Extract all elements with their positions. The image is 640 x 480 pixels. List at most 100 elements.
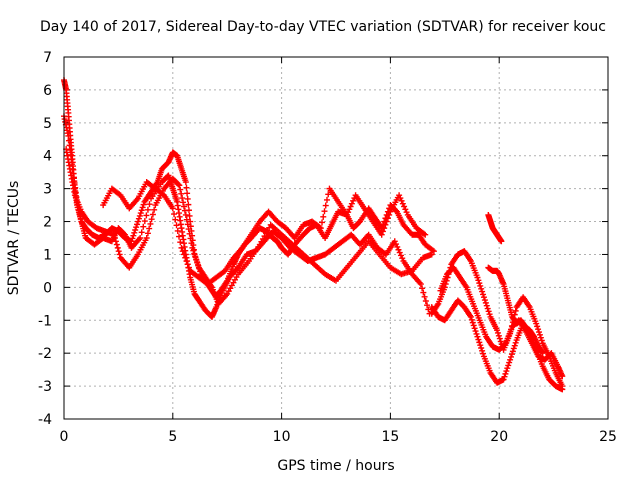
data-point — [539, 350, 546, 357]
data-point — [386, 211, 393, 218]
data-point — [512, 339, 519, 346]
plot-frame — [63, 56, 609, 420]
data-point — [184, 221, 191, 228]
data-point — [498, 238, 505, 245]
data-point — [476, 280, 483, 287]
data-point — [535, 329, 542, 336]
series-trace-f — [428, 297, 566, 393]
y-tick-label: -4 — [38, 412, 52, 428]
data-point — [497, 338, 504, 345]
data-point — [485, 308, 492, 315]
data-point — [510, 345, 517, 352]
x-tick-label: 20 — [490, 429, 508, 445]
data-point — [319, 219, 326, 226]
y-tick-label: 7 — [43, 50, 52, 66]
data-point — [382, 221, 389, 228]
data-point — [183, 216, 190, 223]
data-point — [481, 297, 488, 304]
data-point — [483, 302, 490, 309]
data-point — [187, 235, 194, 242]
data-point — [468, 316, 475, 323]
data-point — [174, 227, 181, 234]
x-tick-label: 10 — [273, 429, 291, 445]
series-trace-c — [63, 146, 435, 307]
data-point — [178, 190, 185, 197]
x-tick-label: 0 — [60, 429, 69, 445]
data-point — [503, 368, 510, 375]
data-point — [509, 348, 516, 355]
data-point — [140, 201, 147, 208]
data-point — [189, 244, 196, 251]
data-point — [394, 243, 401, 250]
data-point — [424, 302, 431, 309]
data-point — [186, 212, 193, 219]
data-point — [132, 227, 139, 234]
y-tick-label: 3 — [43, 182, 52, 198]
data-point — [176, 182, 183, 189]
data-point — [495, 332, 502, 339]
data-point — [425, 306, 432, 313]
data-point — [137, 210, 144, 217]
data-point — [115, 248, 122, 255]
data-point — [504, 365, 511, 372]
data-point — [186, 230, 193, 237]
data-point — [378, 231, 385, 238]
data-point — [396, 192, 403, 199]
data-point — [169, 205, 176, 212]
data-point — [134, 218, 141, 225]
data-point — [419, 285, 426, 292]
data-point — [114, 244, 121, 251]
data-point — [179, 195, 186, 202]
data-point — [130, 232, 137, 239]
data-point — [188, 240, 195, 247]
x-tick-labels: 0 5 10 15 20 25 — [60, 429, 617, 445]
series-trace-d — [100, 179, 429, 288]
data-point — [143, 212, 150, 219]
data-point — [183, 184, 190, 191]
data-point — [507, 356, 514, 363]
data-point — [184, 261, 191, 268]
data-point — [383, 218, 390, 225]
x-tick-label: 15 — [381, 429, 399, 445]
data-point — [175, 181, 182, 188]
data-point — [479, 347, 486, 354]
data-point — [511, 342, 518, 349]
data-point — [323, 196, 330, 203]
data-point — [181, 207, 188, 214]
x-axis-label: GPS time / hours — [277, 458, 394, 474]
data-point — [480, 350, 487, 357]
y-tick-labels: -4 -3 -2 -1 0 1 2 3 4 5 6 7 — [38, 50, 52, 428]
data-point — [135, 215, 142, 222]
data-point — [182, 211, 189, 218]
data-point — [180, 203, 187, 210]
data-point — [494, 329, 501, 336]
data-point — [149, 211, 156, 218]
data-point — [173, 222, 180, 229]
data-point — [139, 204, 146, 211]
data-point — [422, 231, 429, 238]
data-point — [397, 195, 404, 202]
data-point — [475, 277, 482, 284]
data-point — [147, 220, 154, 227]
data-point — [480, 291, 487, 298]
data-point — [467, 313, 474, 320]
data-point — [384, 215, 391, 222]
y-tick-label: 6 — [43, 83, 52, 99]
data-point — [185, 226, 192, 233]
data-point — [398, 197, 405, 204]
data-point — [479, 288, 486, 295]
data-point — [508, 353, 515, 360]
y-tick-label: 0 — [43, 280, 52, 296]
data-point — [486, 311, 493, 318]
data-point — [182, 179, 189, 186]
data-point — [474, 333, 481, 340]
data-point — [171, 211, 178, 218]
data-point — [194, 261, 201, 268]
data-point — [180, 251, 187, 258]
series-trace-i — [485, 264, 546, 357]
data-point — [474, 274, 481, 281]
y-tick-label: 4 — [43, 149, 52, 165]
data-point — [138, 229, 145, 236]
data-point — [129, 235, 136, 242]
data-point — [111, 235, 118, 241]
